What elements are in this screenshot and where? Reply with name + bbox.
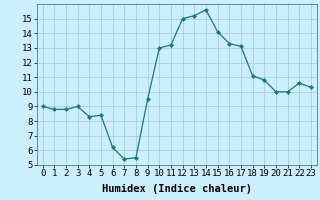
X-axis label: Humidex (Indice chaleur): Humidex (Indice chaleur) xyxy=(102,184,252,194)
